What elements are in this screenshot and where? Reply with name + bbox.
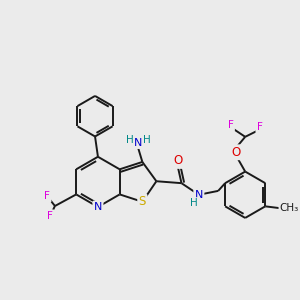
Text: H: H xyxy=(143,135,151,145)
Text: CH₃: CH₃ xyxy=(280,203,299,213)
Text: N: N xyxy=(195,190,203,200)
Text: F: F xyxy=(228,120,234,130)
Text: N: N xyxy=(94,202,102,212)
Text: N: N xyxy=(134,138,143,148)
Text: H: H xyxy=(190,198,198,208)
Text: F: F xyxy=(44,191,50,201)
Text: O: O xyxy=(231,146,240,159)
Text: O: O xyxy=(173,154,182,167)
Text: S: S xyxy=(139,195,146,208)
Text: F: F xyxy=(257,122,262,132)
Text: H: H xyxy=(126,135,134,145)
Text: F: F xyxy=(47,211,53,221)
